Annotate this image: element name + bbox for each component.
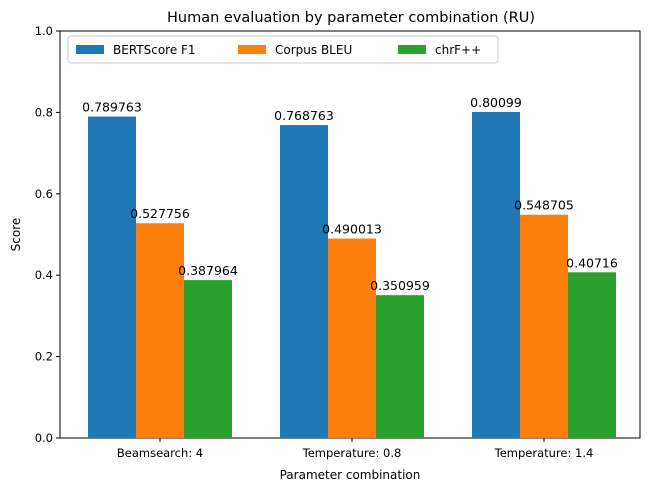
data-label: 0.789763: [82, 100, 142, 115]
data-label: 0.490013: [322, 222, 382, 237]
x-tick-label: Beamsearch: 4: [117, 446, 203, 460]
x-axis: Beamsearch: 4 Temperature: 0.8 Temperature…: [117, 438, 593, 460]
legend: BERTScore F1 Corpus BLEU chrF++: [67, 35, 499, 64]
x-axis-label: Parameter combination: [280, 468, 421, 482]
chart-title: Human evaluation by parameter combinatio…: [167, 10, 535, 26]
data-label: 0.527756: [130, 206, 190, 221]
legend-label: BERTScore F1: [113, 43, 196, 57]
y-tick-label: 0.6: [35, 187, 53, 201]
y-tick-label: 0.4: [35, 268, 53, 282]
bar-bertscore-f1-1: [280, 125, 328, 438]
bars-group: [88, 111, 616, 438]
x-tick-label: Temperature: 0.8: [302, 446, 402, 460]
y-axis-label: Score: [9, 218, 23, 252]
bar-chrf--1: [376, 295, 424, 438]
bar-bertscore-f1-2: [472, 111, 520, 438]
bar-corpus-bleu-1: [328, 238, 376, 438]
legend-label: chrF++: [435, 43, 481, 57]
legend-label: Corpus BLEU: [275, 43, 352, 57]
data-label: 0.40716: [566, 255, 618, 270]
y-tick-label: 1.0: [35, 24, 53, 38]
bar-chrf--0: [184, 280, 232, 438]
bar-corpus-bleu-0: [136, 223, 184, 438]
x-tick-label: Temperature: 1.4: [494, 446, 594, 460]
data-label: 0.387964: [178, 263, 238, 278]
y-tick-label: 0.8: [35, 105, 53, 119]
bar-corpus-bleu-2: [520, 214, 568, 438]
legend-swatch: [398, 45, 426, 54]
data-label: 0.80099: [470, 95, 522, 110]
legend-box: [67, 35, 499, 64]
y-tick-label: 0.0: [35, 431, 53, 445]
legend-swatch: [238, 45, 266, 54]
plot-area: 0.789763 0.768763 0.80099 0.527756 0.490013 0…: [35, 24, 641, 460]
data-label: 0.768763: [274, 108, 334, 123]
y-tick-label: 0.2: [35, 350, 53, 364]
data-labels-group: 0.789763 0.768763 0.80099 0.527756 0.490013 0…: [82, 95, 618, 293]
data-label: 0.548705: [514, 198, 574, 213]
bar-bertscore-f1-0: [88, 116, 136, 438]
data-label: 0.350959: [370, 278, 430, 293]
legend-swatch: [76, 45, 104, 54]
bar-chrf--2: [568, 272, 616, 438]
y-axis: 0.0 0.2 0.4 0.6 0.8 1.0: [35, 24, 60, 445]
